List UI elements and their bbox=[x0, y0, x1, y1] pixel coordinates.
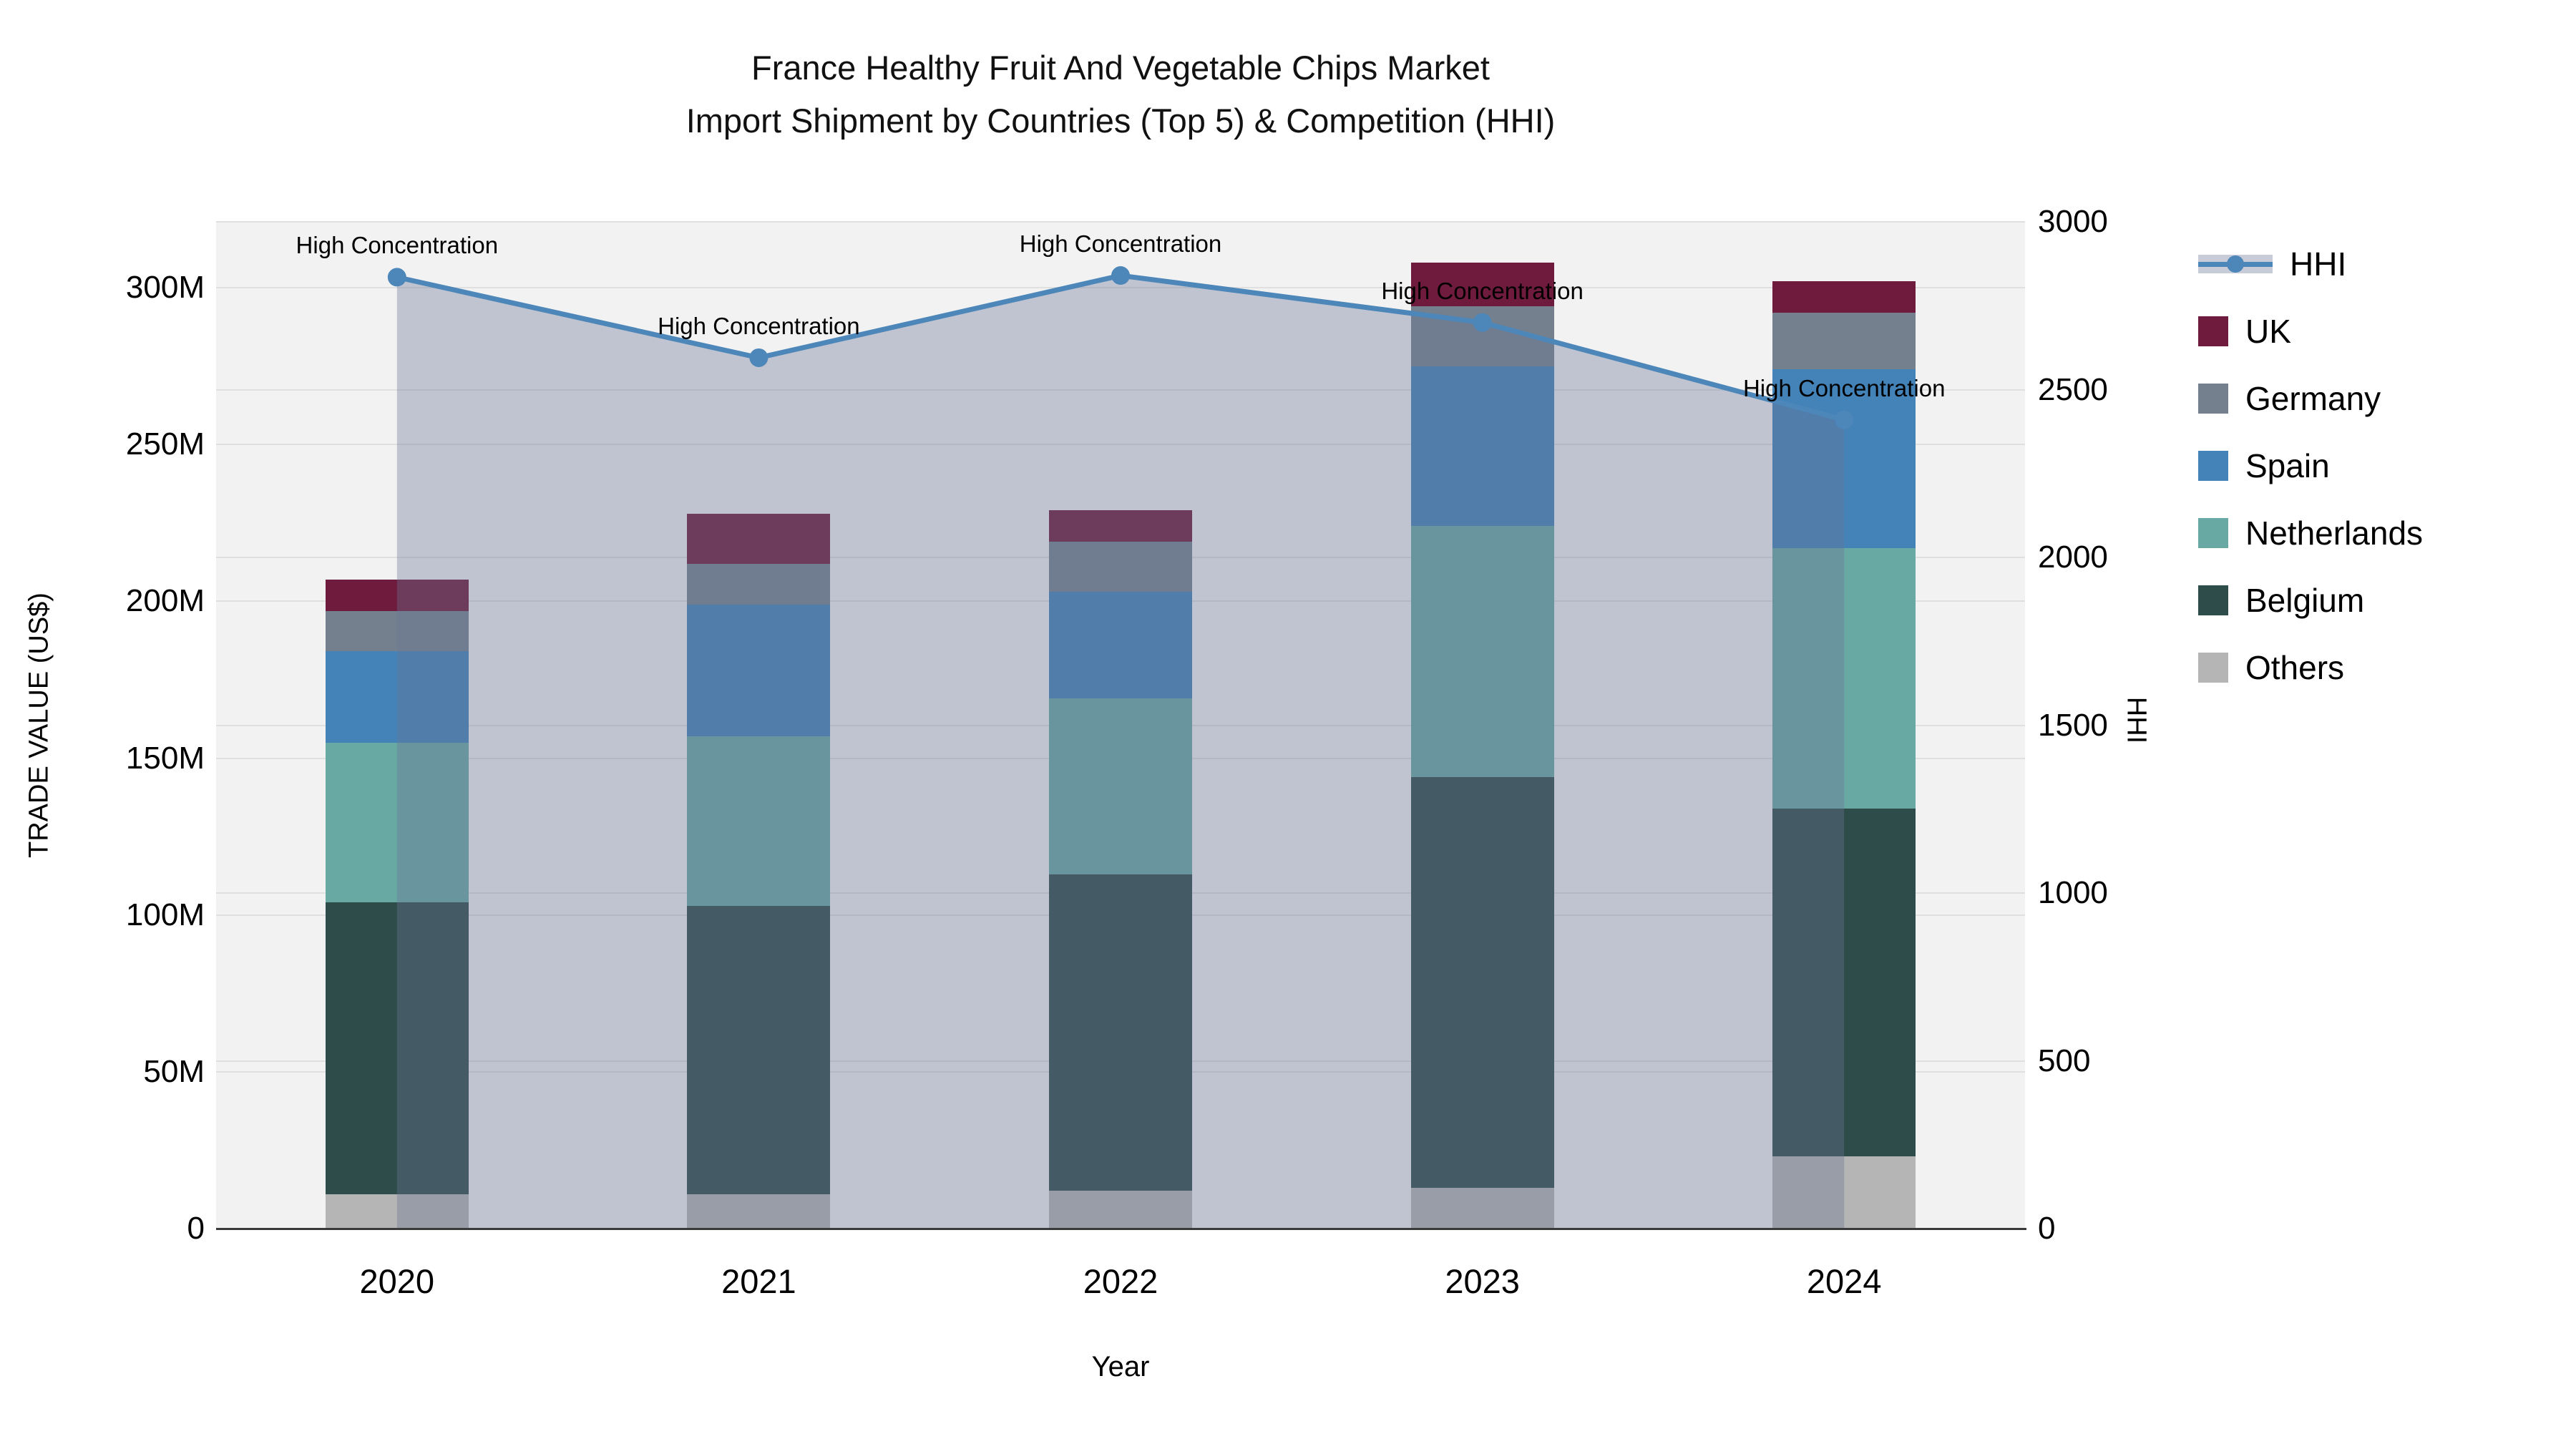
bar-2024-others[interactable] bbox=[1772, 1156, 1916, 1229]
right-tick-2500: 2500 bbox=[2038, 371, 2108, 407]
chart-title: France Healthy Fruit And Vegetable Chips… bbox=[216, 42, 2025, 147]
bar-2022-germany[interactable] bbox=[1049, 542, 1192, 592]
gridline-left-300M bbox=[216, 287, 2025, 289]
x-tick-2023: 2023 bbox=[1445, 1262, 1520, 1300]
hhi-line-layer bbox=[387, 266, 1854, 1229]
x-axis-title: Year bbox=[1091, 1351, 1150, 1382]
bar-2023-belgium[interactable] bbox=[1410, 776, 1554, 1188]
annotation-2020: High Concentration bbox=[296, 232, 499, 259]
right-tick-2000: 2000 bbox=[2038, 540, 2108, 575]
bar-2023-netherlands[interactable] bbox=[1410, 526, 1554, 777]
bar-2024-uk[interactable] bbox=[1772, 281, 1916, 313]
hhi-point-2021[interactable] bbox=[749, 348, 769, 367]
left-tick-250M: 250M bbox=[125, 426, 205, 462]
bar-2020-germany[interactable] bbox=[325, 610, 469, 652]
bar-2023-spain[interactable] bbox=[1410, 366, 1554, 527]
left-tick-200M: 200M bbox=[125, 583, 205, 619]
hhi-point-2024[interactable] bbox=[1835, 410, 1854, 429]
right-tick-3000: 3000 bbox=[2038, 204, 2108, 239]
right-tick-1000: 1000 bbox=[2038, 875, 2108, 910]
bar-2024-germany[interactable] bbox=[1772, 313, 1916, 369]
annotation-2024: High Concentration bbox=[1742, 374, 1946, 401]
bar-2021-uk[interactable] bbox=[687, 513, 831, 564]
bar-2022-netherlands[interactable] bbox=[1049, 698, 1192, 874]
left-tick-150M: 150M bbox=[125, 740, 205, 776]
left-axis-title: TRADE VALUE (US$) bbox=[24, 592, 54, 858]
legend-swatch-uk bbox=[2198, 316, 2228, 346]
legend-item-spain[interactable]: Spain bbox=[2198, 432, 2423, 499]
hhi-point-2022[interactable] bbox=[1111, 266, 1130, 286]
x-tick-2024: 2024 bbox=[1806, 1262, 1882, 1300]
legend-item-others[interactable]: Others bbox=[2198, 634, 2423, 701]
bar-2021-germany[interactable] bbox=[687, 563, 831, 605]
hhi-point-2020[interactable] bbox=[387, 268, 406, 287]
right-axis-title: HHI bbox=[2121, 696, 2152, 744]
annotation-2021: High Concentration bbox=[658, 312, 860, 339]
bar-2023-uk[interactable] bbox=[1410, 262, 1554, 307]
bar-2022-uk[interactable] bbox=[1049, 510, 1192, 542]
legend-swatch-germany bbox=[2198, 384, 2228, 414]
bar-2020-uk[interactable] bbox=[325, 579, 469, 611]
legend: HHI UK Germany Spain Netherlands Belgium Othe… bbox=[2198, 230, 2423, 701]
chart-title-line2: Import Shipment by Countries (Top 5) & C… bbox=[686, 102, 1556, 140]
legend-label-belgium: Belgium bbox=[2245, 582, 2365, 619]
x-axis-line bbox=[216, 1228, 2026, 1230]
x-tick-2020: 2020 bbox=[359, 1262, 435, 1300]
gridline-right-2500 bbox=[216, 389, 2025, 391]
left-tick-0: 0 bbox=[187, 1211, 205, 1246]
legend-item-germany[interactable]: Germany bbox=[2198, 365, 2423, 432]
legend-label-hhi: HHI bbox=[2290, 245, 2347, 283]
bar-2021-netherlands[interactable] bbox=[687, 736, 831, 906]
legend-swatch-spain bbox=[2198, 451, 2228, 481]
legend-item-hhi[interactable]: HHI bbox=[2198, 230, 2423, 298]
bar-2021-belgium[interactable] bbox=[687, 905, 831, 1194]
bar-2024-spain[interactable] bbox=[1772, 369, 1916, 548]
bar-2020-netherlands[interactable] bbox=[325, 742, 469, 903]
legend-label-germany: Germany bbox=[2245, 380, 2381, 417]
legend-label-netherlands: Netherlands bbox=[2245, 514, 2424, 552]
bar-2020-spain[interactable] bbox=[325, 651, 469, 743]
bar-2022-others[interactable] bbox=[1049, 1191, 1192, 1229]
right-tick-0: 0 bbox=[2038, 1211, 2056, 1246]
legend-item-netherlands[interactable]: Netherlands bbox=[2198, 499, 2423, 567]
legend-item-belgium[interactable]: Belgium bbox=[2198, 567, 2423, 634]
right-tick-500: 500 bbox=[2038, 1043, 2091, 1078]
bar-2022-belgium[interactable] bbox=[1049, 874, 1192, 1191]
hhi-marker-icon bbox=[2227, 255, 2244, 273]
gridline-right-3000 bbox=[216, 221, 2025, 223]
annotation-2022: High Concentration bbox=[1019, 230, 1222, 258]
hhi-point-2023[interactable] bbox=[1473, 313, 1492, 332]
bar-2021-others[interactable] bbox=[687, 1194, 831, 1229]
left-tick-300M: 300M bbox=[125, 270, 205, 306]
bar-2023-others[interactable] bbox=[1410, 1188, 1554, 1229]
legend-swatch-belgium bbox=[2198, 585, 2228, 615]
hhi-line-swatch bbox=[2198, 249, 2273, 279]
x-tick-2021: 2021 bbox=[721, 1262, 796, 1300]
x-tick-2022: 2022 bbox=[1083, 1262, 1158, 1300]
bar-2024-belgium[interactable] bbox=[1772, 808, 1916, 1157]
bar-2024-netherlands[interactable] bbox=[1772, 547, 1916, 809]
chart-title-line1: France Healthy Fruit And Vegetable Chips… bbox=[751, 49, 1490, 87]
annotation-2023: High Concentration bbox=[1381, 277, 1584, 304]
gridline-left-250M bbox=[216, 444, 2025, 446]
legend-swatch-others bbox=[2198, 653, 2228, 683]
legend-item-uk[interactable]: UK bbox=[2198, 298, 2423, 365]
legend-label-spain: Spain bbox=[2245, 447, 2330, 484]
legend-swatch-netherlands bbox=[2198, 518, 2228, 548]
bar-2020-others[interactable] bbox=[325, 1194, 469, 1229]
bar-2022-spain[interactable] bbox=[1049, 592, 1192, 699]
bar-2021-spain[interactable] bbox=[687, 604, 831, 736]
legend-label-others: Others bbox=[2245, 649, 2345, 686]
hhi-area-fill bbox=[396, 275, 1845, 1229]
right-tick-1500: 1500 bbox=[2038, 707, 2108, 743]
left-tick-100M: 100M bbox=[125, 897, 205, 932]
bar-2020-belgium[interactable] bbox=[325, 902, 469, 1194]
left-tick-50M: 50M bbox=[143, 1053, 205, 1089]
legend-label-uk: UK bbox=[2245, 313, 2291, 350]
